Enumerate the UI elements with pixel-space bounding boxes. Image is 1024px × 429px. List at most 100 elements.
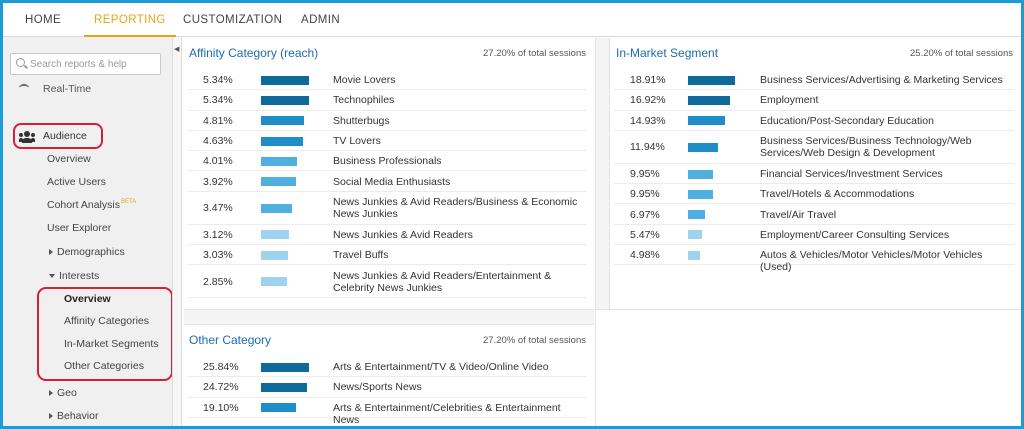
- table-row[interactable]: 3.12% News Junkies & Avid Readers: [187, 225, 587, 246]
- cohort-analysis-label: Cohort Analysis: [47, 199, 120, 211]
- row-label[interactable]: Travel/Hotels & Accommodations: [760, 188, 915, 201]
- table-row[interactable]: 9.95% Financial Services/Investment Servi…: [614, 164, 1014, 185]
- table-row[interactable]: 11.94% Business Services/Business Technol…: [614, 131, 1014, 164]
- row-bar: [261, 75, 309, 85]
- row-bar: [688, 142, 718, 152]
- table-row[interactable]: 6.97% Travel/Air Travel: [614, 204, 1014, 225]
- empty-panel-area: [595, 309, 1021, 426]
- other-category-panel: Other Category 27.20% of total sessions …: [183, 325, 594, 426]
- sidebar-collapse-handle[interactable]: ◀: [173, 37, 182, 426]
- sidebar-item-active-users[interactable]: Active Users: [47, 176, 106, 188]
- table-row[interactable]: 4.81% Shutterbugs: [187, 111, 587, 131]
- expand-arrow-icon: [49, 390, 53, 397]
- tab-home[interactable]: HOME: [25, 14, 62, 26]
- table-row[interactable]: 3.92% Social Media Enthusiasts: [187, 171, 587, 192]
- tab-admin[interactable]: ADMIN: [301, 14, 341, 26]
- row-bar: [688, 169, 713, 179]
- panel-title[interactable]: Other Category: [189, 333, 272, 347]
- in-market-panel: In-Market Segment 25.20% of total sessio…: [610, 38, 1021, 309]
- row-percentage: 19.10%: [203, 401, 239, 414]
- row-bar: [261, 277, 287, 287]
- sidebar-item-user-explorer[interactable]: User Explorer: [47, 222, 112, 234]
- sidebar-item-cohort-analysis[interactable]: Cohort AnalysisBETA: [47, 199, 136, 211]
- sidebar-item-other-categories[interactable]: Other Categories: [64, 360, 144, 372]
- row-label[interactable]: Education/Post-Secondary Education: [760, 114, 934, 127]
- sidebar-item-affinity-categories[interactable]: Affinity Categories: [64, 315, 150, 327]
- table-row[interactable]: 18.91% Business Services/Advertising & Ma…: [614, 70, 1014, 91]
- row-percentage: 3.03%: [203, 249, 233, 262]
- row-label[interactable]: Employment: [760, 94, 819, 107]
- row-bar: [688, 95, 731, 105]
- search-input[interactable]: [30, 56, 158, 72]
- row-label[interactable]: News/Sports News: [333, 381, 422, 394]
- table-row[interactable]: 19.10% Arts & Entertainment/Celebrities &…: [187, 398, 587, 426]
- row-label[interactable]: Financial Services/Investment Services: [760, 168, 943, 181]
- row-label[interactable]: Travel/Air Travel: [760, 208, 837, 221]
- tab-customization[interactable]: CUSTOMIZATION: [183, 14, 283, 26]
- table-row[interactable]: 4.01% Business Professionals: [187, 151, 587, 172]
- search-box[interactable]: [10, 53, 161, 75]
- collapse-arrow-icon: [49, 274, 55, 279]
- table-row[interactable]: 3.03% Travel Buffs: [187, 245, 587, 266]
- table-row[interactable]: 2.85% News Junkies & Avid Readers/Enterta…: [187, 265, 587, 299]
- sidebar-item-behavior[interactable]: Behavior: [49, 410, 98, 422]
- table-row[interactable]: 5.47% Employment/Career Consulting Servic…: [614, 225, 1014, 246]
- row-percentage: 4.01%: [203, 155, 233, 168]
- row-bar: [261, 362, 309, 372]
- table-row[interactable]: 5.34% Technophiles: [187, 90, 587, 111]
- sidebar-item-in-market-segments[interactable]: In-Market Segments: [64, 338, 159, 350]
- row-label[interactable]: Business Professionals: [333, 155, 442, 168]
- in-market-rows: 18.91% Business Services/Advertising & Ma…: [614, 70, 1014, 273]
- row-bar: [261, 177, 297, 187]
- row-label[interactable]: Arts & Entertainment/TV & Video/Online V…: [333, 361, 549, 374]
- table-row[interactable]: 3.47% News Junkies & Avid Readers/Busines…: [187, 192, 587, 225]
- affinity-panel: Affinity Category (reach) 27.20% of tota…: [183, 38, 594, 309]
- affinity-rows: 5.34% Movie Lovers 5.34% Technophiles 4.81% S…: [187, 70, 587, 299]
- beta-badge: BETA: [120, 199, 137, 205]
- row-bar: [688, 189, 713, 199]
- row-bar: [261, 116, 305, 126]
- row-bar: [261, 203, 293, 213]
- table-row[interactable]: 14.93% Education/Post-Secondary Education: [614, 111, 1014, 131]
- row-label[interactable]: News Junkies & Avid Readers: [333, 228, 473, 241]
- sidebar-item-overview[interactable]: Overview: [47, 153, 91, 165]
- row-label[interactable]: Arts & Entertainment/Celebrities & Enter…: [333, 401, 561, 426]
- row-label[interactable]: Travel Buffs: [333, 249, 389, 262]
- row-bar: [688, 250, 701, 260]
- row-label[interactable]: Social Media Enthusiasts: [333, 175, 451, 188]
- panel-title[interactable]: Affinity Category (reach): [189, 46, 319, 60]
- tab-reporting[interactable]: REPORTING: [84, 3, 176, 37]
- row-label[interactable]: Autos & Vehicles/Motor Vehicles/Motor Ve…: [760, 249, 983, 274]
- table-row[interactable]: 4.98% Autos & Vehicles/Motor Vehicles/Mot…: [614, 245, 1014, 273]
- row-label[interactable]: TV Lovers: [333, 135, 381, 148]
- sidebar-item-audience[interactable]: Audience: [13, 123, 103, 149]
- row-label[interactable]: Technophiles: [333, 94, 395, 107]
- table-row[interactable]: 5.34% Movie Lovers: [187, 70, 587, 91]
- demographics-label: Demographics: [57, 246, 125, 258]
- sidebar-item-geo[interactable]: Geo: [49, 387, 77, 399]
- row-label[interactable]: News Junkies & Avid Readers/Business & E…: [333, 196, 578, 221]
- row-label[interactable]: Business Services/Advertising & Marketin…: [760, 74, 1003, 87]
- panel-title[interactable]: In-Market Segment: [616, 46, 719, 60]
- sidebar-item-interests-overview[interactable]: Overview: [64, 293, 111, 305]
- sidebar-item-realtime[interactable]: Real-Time: [43, 83, 92, 95]
- table-row[interactable]: 9.95% Travel/Hotels & Accommodations: [614, 184, 1014, 205]
- row-percentage: 5.34%: [203, 94, 233, 107]
- row-label[interactable]: Business Services/Business Technology/We…: [760, 135, 972, 160]
- table-row[interactable]: 16.92% Employment: [614, 90, 1014, 111]
- table-row[interactable]: 24.72% News/Sports News: [187, 377, 587, 398]
- row-label[interactable]: News Junkies & Avid Readers/Entertainmen…: [333, 269, 552, 294]
- row-label[interactable]: Shutterbugs: [333, 114, 390, 127]
- row-bar: [261, 136, 303, 146]
- row-label[interactable]: Movie Lovers: [333, 74, 396, 87]
- behavior-label: Behavior: [57, 410, 99, 422]
- row-percentage: 14.93%: [630, 114, 666, 127]
- row-label[interactable]: Employment/Career Consulting Services: [760, 228, 950, 241]
- table-row[interactable]: 4.63% TV Lovers: [187, 131, 587, 152]
- row-percentage: 6.97%: [630, 208, 660, 221]
- table-row[interactable]: 25.84% Arts & Entertainment/TV & Video/On…: [187, 357, 587, 378]
- sidebar-item-interests[interactable]: Interests: [49, 270, 99, 282]
- sidebar-item-demographics[interactable]: Demographics: [49, 246, 125, 258]
- row-percentage: 11.94%: [630, 141, 665, 154]
